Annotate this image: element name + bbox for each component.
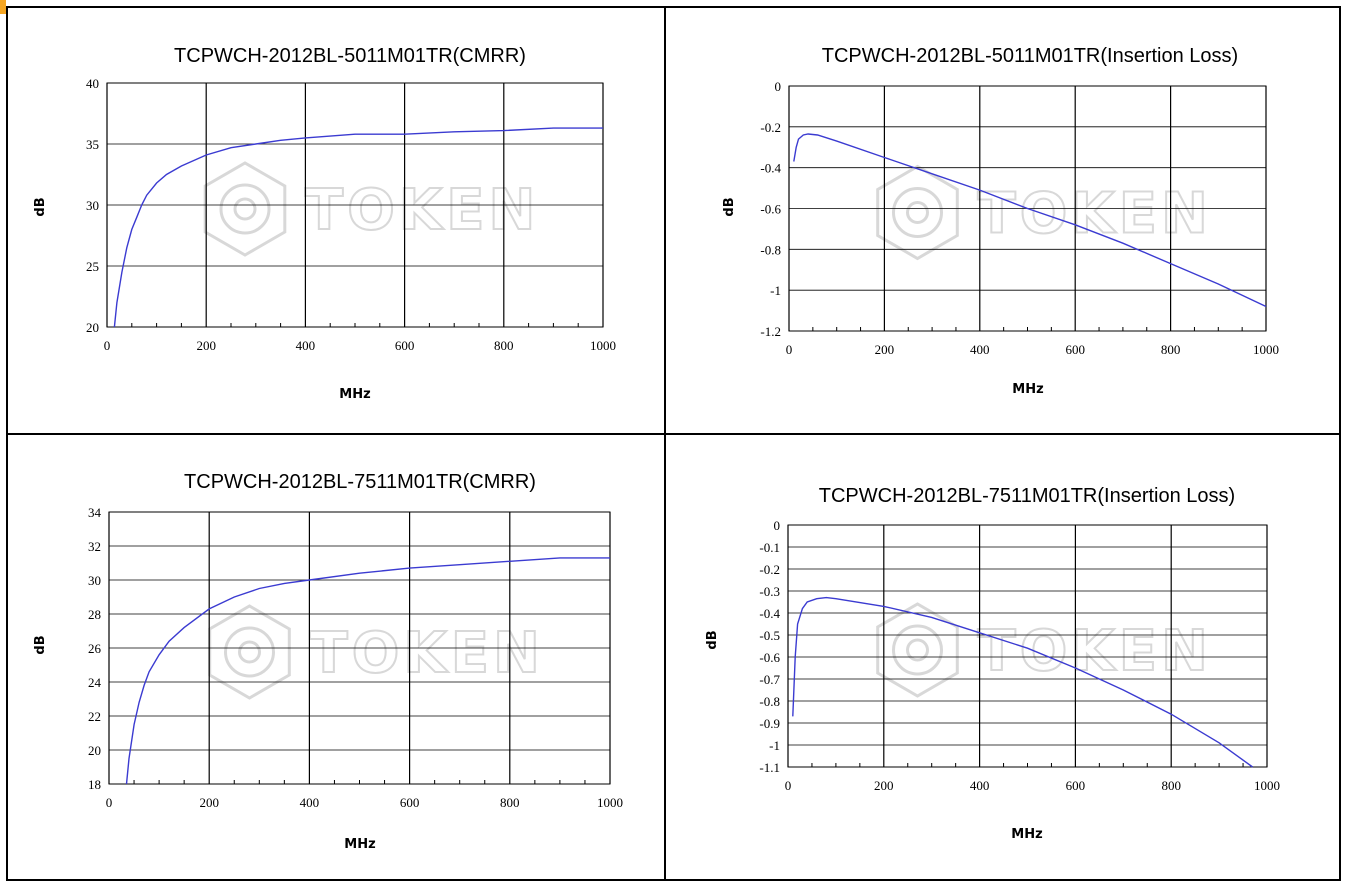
chart-title: TCPWCH-2012BL-5011M01TR(CMRR)	[174, 45, 526, 67]
x-axis-label: MHz	[1012, 382, 1043, 397]
x-tick-label: 0	[104, 338, 111, 353]
y-tick-label: -0.5	[759, 628, 780, 643]
y-tick-label: 22	[88, 709, 101, 724]
y-tick-label: 32	[88, 539, 101, 554]
y-axis-label: dB	[722, 197, 737, 216]
x-axis-label: MHz	[1011, 827, 1042, 842]
token-logo-icon	[876, 602, 959, 698]
y-tick-label: -0.3	[759, 584, 780, 599]
y-axis-label: dB	[33, 635, 48, 654]
x-tick-label: 400	[970, 342, 990, 357]
y-tick-label: 35	[86, 137, 99, 152]
y-tick-label: 30	[88, 573, 101, 588]
y-tick-label: -0.1	[759, 540, 780, 555]
series-line	[113, 127, 603, 328]
y-tick-label: 18	[88, 777, 101, 792]
y-tick-label: -0.9	[759, 716, 780, 731]
y-axis-label: dB	[33, 197, 48, 216]
y-tick-label: 28	[88, 607, 101, 622]
vertical-divider	[664, 6, 666, 881]
token-logo-icon	[203, 161, 287, 257]
y-axis-label: dB	[705, 630, 720, 649]
series-line	[125, 557, 610, 785]
watermark-text: TOKEN	[978, 182, 1212, 247]
x-tick-label: 1000	[1253, 342, 1279, 357]
x-tick-label: 600	[1065, 342, 1085, 357]
watermark-text: TOKEN	[310, 621, 544, 686]
token-logo-icon	[208, 604, 291, 700]
series-line	[792, 596, 1254, 768]
watermark-text: TOKEN	[305, 178, 539, 243]
watermark: TOKEN	[208, 604, 544, 700]
y-tick-label: 20	[86, 320, 99, 335]
y-tick-label: 0	[774, 518, 781, 533]
y-tick-label: -0.2	[759, 562, 780, 577]
y-tick-label: 0	[775, 79, 782, 94]
x-axis-label: MHz	[344, 837, 375, 852]
x-tick-label: 800	[1161, 342, 1181, 357]
watermark-text: TOKEN	[978, 619, 1212, 684]
y-tick-label: -1.2	[760, 324, 781, 339]
x-tick-label: 0	[785, 778, 792, 793]
watermark: TOKEN	[876, 164, 1212, 261]
x-tick-label: 800	[1161, 778, 1181, 793]
chart-title: TCPWCH-2012BL-7511M01TR(Insertion Loss)	[819, 485, 1235, 507]
y-tick-label: 26	[88, 641, 102, 656]
y-tick-label: -0.4	[760, 161, 781, 176]
y-tick-label: -0.8	[759, 694, 780, 709]
y-tick-label: -0.4	[759, 606, 780, 621]
chart-grid-frame	[6, 6, 1341, 881]
corner-accent	[0, 0, 6, 14]
y-tick-label: -0.2	[760, 120, 781, 135]
x-tick-label: 1000	[597, 795, 623, 810]
y-tick-label: 24	[88, 675, 102, 690]
watermark: TOKEN	[203, 161, 539, 257]
x-axis-label: MHz	[339, 387, 370, 402]
x-tick-label: 200	[196, 338, 216, 353]
x-tick-label: 600	[395, 338, 415, 353]
y-tick-label: -1	[770, 283, 781, 298]
x-tick-label: 200	[874, 778, 894, 793]
x-tick-label: 0	[786, 342, 793, 357]
x-tick-label: 200	[199, 795, 219, 810]
chart-title: TCPWCH-2012BL-5011M01TR(Insertion Loss)	[822, 45, 1238, 67]
y-tick-label: -0.8	[760, 242, 781, 257]
x-tick-label: 400	[300, 795, 320, 810]
x-tick-label: 600	[400, 795, 420, 810]
chart-cmrr-7511: TCPWCH-2012BL-7511M01TR(CMRR) MHz dB TOK…	[33, 471, 623, 852]
y-tick-label: 25	[86, 259, 99, 274]
x-tick-label: 400	[970, 778, 990, 793]
watermark: TOKEN	[876, 602, 1212, 698]
x-tick-label: 0	[106, 795, 113, 810]
chart-insertion-loss-7511: TCPWCH-2012BL-7511M01TR(Insertion Loss) …	[705, 485, 1280, 842]
horizontal-divider	[6, 433, 1341, 435]
y-tick-label: -0.6	[760, 202, 781, 217]
chart-cmrr-5011: TCPWCH-2012BL-5011M01TR(CMRR) MHz dB TOK…	[33, 45, 616, 402]
y-tick-label: -0.7	[759, 672, 780, 687]
chart-insertion-loss-5011: TCPWCH-2012BL-5011M01TR(Insertion Loss) …	[722, 45, 1279, 397]
y-tick-label: 34	[88, 505, 102, 520]
x-tick-label: 400	[296, 338, 316, 353]
x-tick-label: 200	[875, 342, 895, 357]
y-tick-label: 40	[86, 76, 99, 91]
y-tick-label: -0.6	[759, 650, 780, 665]
chart-title: TCPWCH-2012BL-7511M01TR(CMRR)	[184, 471, 536, 493]
y-tick-label: -1.1	[759, 760, 780, 775]
y-tick-label: 30	[86, 198, 99, 213]
x-tick-label: 600	[1066, 778, 1086, 793]
y-tick-label: -1	[769, 738, 780, 753]
x-tick-label: 1000	[1254, 778, 1280, 793]
x-tick-label: 800	[500, 795, 520, 810]
x-tick-label: 1000	[590, 338, 616, 353]
series-line	[793, 133, 1267, 308]
token-logo-icon	[876, 164, 959, 261]
x-tick-label: 800	[494, 338, 514, 353]
y-tick-label: 20	[88, 743, 101, 758]
